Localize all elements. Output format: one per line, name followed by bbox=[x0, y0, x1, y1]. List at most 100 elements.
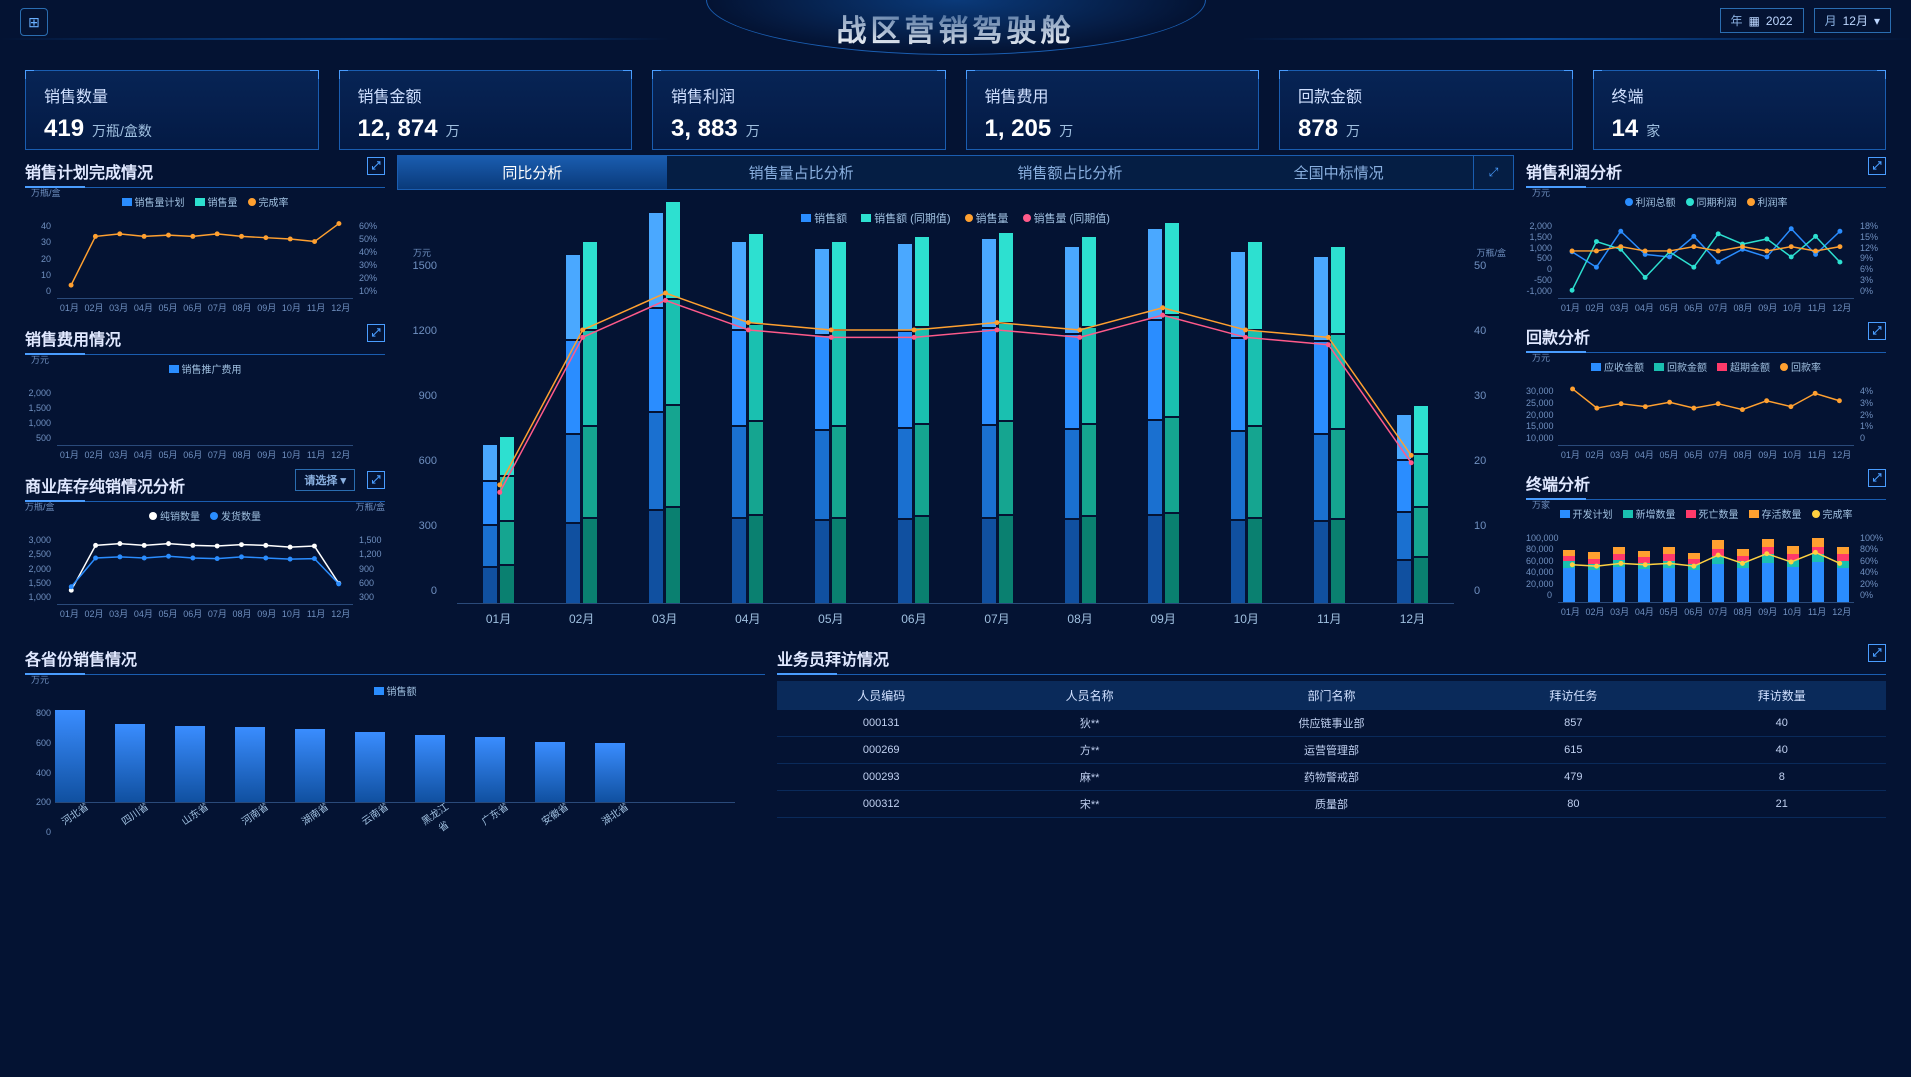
kpi-row: 销售数量 419万瓶/盒数 销售金额 12, 874万 销售利润 3, 883万… bbox=[0, 55, 1911, 155]
stock-title: 商业库存纯销情况分析 bbox=[25, 479, 185, 496]
stock-legend: 纯销数量 发货数量 bbox=[25, 508, 385, 523]
profit-legend: 利润总额 同期利润 利润率 bbox=[1526, 194, 1886, 209]
center-legend: 销售额 销售额 (同期值) 销售量 销售量 (同期值) bbox=[417, 210, 1494, 226]
year-label: 年 bbox=[1731, 12, 1743, 29]
table-row[interactable]: 000269方**运营管理部61540 bbox=[777, 737, 1886, 764]
kpi-unit: 万瓶/盒数 bbox=[92, 123, 152, 139]
terminal-panel: 终端分析⤢ 开发计划 新增数量 死亡数量 存活数量 完成率 万家 100,000… bbox=[1526, 467, 1886, 618]
kpi-value: 12, 874 bbox=[358, 115, 438, 142]
plan-plot bbox=[57, 221, 353, 299]
payback-y-unit: 万元 bbox=[1532, 351, 1550, 364]
province-y-unit: 万元 bbox=[31, 673, 49, 686]
table-row[interactable]: 000131狄**供应链事业部85740 bbox=[777, 710, 1886, 737]
cost-plot bbox=[57, 388, 353, 446]
year-select[interactable]: 年 ▦ 2022 bbox=[1720, 8, 1804, 33]
cost-panel: 销售费用情况⤢ 销售推广费用 万元 2,0001,5001,000500 01月… bbox=[25, 322, 385, 461]
kpi-card: 终端 14家 bbox=[1593, 70, 1887, 150]
profit-panel: 销售利润分析⤢ 利润总额 同期利润 利润率 万元 2,0001,5001,000… bbox=[1526, 155, 1886, 314]
profit-x-axis: 01月02月03月04月05月06月07月08月09月10月11月12月 bbox=[1558, 301, 1854, 314]
kpi-label: 销售利润 bbox=[671, 83, 927, 107]
kpi-unit: 家 bbox=[1646, 123, 1660, 139]
kpi-card: 销售利润 3, 883万 bbox=[652, 70, 946, 150]
province-title: 各省份销售情况 bbox=[25, 652, 137, 669]
kpi-unit: 万 bbox=[1346, 123, 1360, 139]
table-header: 拜访任务 bbox=[1469, 681, 1677, 710]
plan-legend: 销售量计划 销售量 完成率 bbox=[25, 194, 385, 209]
kpi-card: 销售金额 12, 874 万 bbox=[339, 70, 633, 150]
expand-icon[interactable]: ⤢ bbox=[367, 324, 385, 342]
cost-y-unit: 万元 bbox=[31, 353, 49, 366]
plan-panel: 销售计划完成情况⤢ 销售量计划 销售量 完成率 万瓶/盒 403020100 6… bbox=[25, 155, 385, 314]
kpi-value: 14 bbox=[1612, 115, 1639, 142]
province-plot bbox=[55, 708, 735, 803]
terminal-x-axis: 01月02月03月04月05月06月07月08月09月10月11月12月 bbox=[1558, 605, 1854, 618]
center-y2-axis: 50403020100 bbox=[1474, 260, 1509, 597]
visits-panel: 业务员拜访情况⤢ 人员编码人员名称部门名称拜访任务拜访数量000131狄**供应… bbox=[777, 642, 1886, 837]
province-x-axis: 河北省四川省山东省河南省湖南省云南省黑龙江省广东省安徽省湖北省 bbox=[55, 807, 735, 837]
tab-1[interactable]: 销售量占比分析 bbox=[667, 156, 936, 189]
table-header: 部门名称 bbox=[1194, 681, 1469, 710]
profit-y2-axis: 18%15%12%9%6%3%0% bbox=[1856, 221, 1886, 296]
center-y-unit: 万元 bbox=[413, 246, 431, 259]
kpi-label: 销售金额 bbox=[358, 83, 614, 107]
table-header: 拜访数量 bbox=[1678, 681, 1886, 710]
kpi-value: 419 bbox=[44, 115, 84, 142]
profit-plot bbox=[1558, 221, 1854, 299]
payback-title: 回款分析 bbox=[1526, 330, 1590, 347]
kpi-label: 回款金额 bbox=[1298, 83, 1554, 107]
stock-plot bbox=[57, 535, 353, 605]
header: ⊞ 战区营销驾驶舱 年 ▦ 2022 月 12月 ▾ bbox=[0, 0, 1911, 55]
tab-2[interactable]: 销售额占比分析 bbox=[936, 156, 1205, 189]
terminal-plot bbox=[1558, 533, 1854, 603]
expand-icon[interactable]: ⤢ bbox=[1868, 644, 1886, 662]
payback-y-axis: 30,00025,00020,00015,00010,000 bbox=[1526, 386, 1556, 443]
expand-icon[interactable]: ⤢ bbox=[1473, 156, 1513, 189]
center-plot bbox=[457, 234, 1454, 604]
expand-icon[interactable]: ⤢ bbox=[1868, 322, 1886, 340]
year-value: 2022 bbox=[1766, 14, 1793, 28]
profit-title: 销售利润分析 bbox=[1526, 165, 1622, 182]
chevron-down-icon: ▾ bbox=[1874, 14, 1880, 28]
cost-y-axis: 2,0001,5001,000500 bbox=[25, 388, 55, 443]
kpi-card: 销售费用 1, 205万 bbox=[966, 70, 1260, 150]
stock-y2-unit: 万瓶/盒 bbox=[355, 500, 385, 513]
month-select[interactable]: 月 12月 ▾ bbox=[1814, 8, 1891, 33]
tab-3[interactable]: 全国中标情况 bbox=[1204, 156, 1473, 189]
table-row[interactable]: 000312宋**质量部8021 bbox=[777, 791, 1886, 818]
payback-y2-axis: 4%3%2%1%0 bbox=[1856, 386, 1886, 443]
profit-y-unit: 万元 bbox=[1532, 186, 1550, 199]
plan-y-axis: 403020100 bbox=[25, 221, 55, 296]
kpi-card: 销售数量 419万瓶/盒数 bbox=[25, 70, 319, 150]
plan-y2-axis: 60%50%40%30%20%10% bbox=[355, 221, 385, 296]
center-tabs: 同比分析销售量占比分析销售额占比分析全国中标情况⤢ bbox=[397, 155, 1514, 190]
terminal-y2-axis: 100%80%60%40%20%0% bbox=[1856, 533, 1886, 600]
table-row[interactable]: 000293麻**药物警戒部4798 bbox=[777, 764, 1886, 791]
center-y-axis: 150012009006003000 bbox=[402, 260, 437, 597]
table-header: 人员名称 bbox=[985, 681, 1193, 710]
province-y-axis: 8006004002000 bbox=[25, 708, 55, 837]
kpi-value: 1, 205 bbox=[985, 115, 1052, 142]
payback-panel: 回款分析⤢ 应收金额 回款金额 超期金额 回款率 万元 30,00025,000… bbox=[1526, 320, 1886, 461]
expand-icon[interactable]: ⤢ bbox=[367, 471, 385, 489]
calendar-icon: ▦ bbox=[1749, 14, 1760, 28]
payback-x-axis: 01月02月03月04月05月06月07月08月09月10月11月12月 bbox=[1558, 448, 1854, 461]
date-selectors: 年 ▦ 2022 月 12月 ▾ bbox=[1720, 8, 1891, 33]
plan-y-unit: 万瓶/盒 bbox=[31, 186, 61, 199]
expand-icon[interactable]: ⤢ bbox=[1868, 469, 1886, 487]
expand-icon[interactable]: ⤢ bbox=[367, 157, 385, 175]
visits-table: 人员编码人员名称部门名称拜访任务拜访数量000131狄**供应链事业部85740… bbox=[777, 681, 1886, 818]
tab-0[interactable]: 同比分析 bbox=[398, 156, 667, 189]
stock-panel: 商业库存纯销情况分析 请选择 ▾ ⤢ 纯销数量 发货数量 万瓶/盒 万瓶/盒 3… bbox=[25, 469, 385, 620]
expand-icon[interactable]: ⤢ bbox=[1868, 157, 1886, 175]
home-icon[interactable]: ⊞ bbox=[20, 8, 48, 36]
center-x-axis: 01月02月03月04月05月06月07月08月09月10月11月12月 bbox=[457, 610, 1454, 627]
stock-select[interactable]: 请选择 ▾ bbox=[295, 469, 355, 491]
kpi-unit: 万 bbox=[446, 123, 460, 139]
terminal-title: 终端分析 bbox=[1526, 477, 1590, 494]
month-value: 12月 bbox=[1843, 12, 1868, 29]
table-header: 人员编码 bbox=[777, 681, 985, 710]
payback-plot bbox=[1558, 386, 1854, 446]
kpi-label: 销售费用 bbox=[985, 83, 1241, 107]
plan-x-axis: 01月02月03月04月05月06月07月08月09月10月11月12月 bbox=[57, 301, 353, 314]
terminal-legend: 开发计划 新增数量 死亡数量 存活数量 完成率 bbox=[1526, 506, 1886, 521]
